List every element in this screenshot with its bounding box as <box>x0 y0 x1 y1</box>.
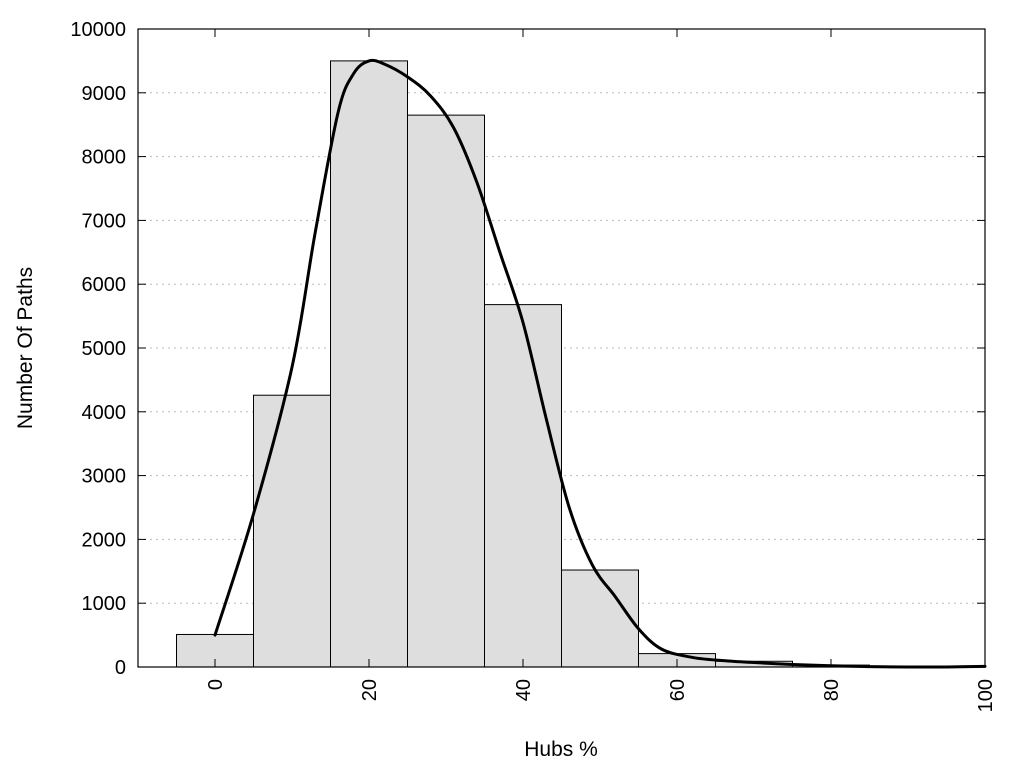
x-tick-labels: 0 20 40 60 80 100 <box>205 679 997 712</box>
y-tick-label-1: 1000 <box>82 593 127 615</box>
axis-ticks <box>138 28 986 668</box>
y-tick-labels: 0 1000 2000 3000 4000 5000 6000 7000 8000 9000 100… <box>70 19 126 679</box>
y-tick-label-4: 4000 <box>82 402 127 424</box>
histogram-bar-1 <box>253 394 331 668</box>
density-curve <box>213 58 987 669</box>
y-tick-label-0: 0 <box>115 657 126 679</box>
density-curve-layer <box>213 58 987 669</box>
histogram-bars <box>176 60 986 668</box>
y-tick-label-8: 8000 <box>82 147 127 169</box>
y-tick-label-3: 3000 <box>82 466 127 488</box>
x-tick-label-0: 0 <box>205 679 227 690</box>
histogram-bar-5 <box>561 569 639 668</box>
x-tick-label-1: 20 <box>359 679 381 701</box>
x-tick-label-2: 40 <box>513 679 535 701</box>
y-tick-label-9: 9000 <box>82 83 127 105</box>
y-tick-label-6: 6000 <box>82 274 127 296</box>
y-tick-label-7: 7000 <box>82 210 127 232</box>
y-axis-title: Number Of Paths <box>14 267 37 429</box>
histogram-bar-4 <box>484 304 562 668</box>
x-axis-title: Hubs % <box>524 738 598 761</box>
y-tick-label-5: 5000 <box>82 338 127 360</box>
y-tick-label-10: 10000 <box>70 19 126 41</box>
x-tick-label-5: 100 <box>975 679 997 712</box>
x-tick-label-4: 80 <box>821 679 843 701</box>
histogram-bar-3 <box>407 114 485 668</box>
x-tick-label-3: 60 <box>667 679 689 701</box>
histogram-bar-2 <box>330 60 408 668</box>
y-tick-label-2: 2000 <box>82 529 127 551</box>
